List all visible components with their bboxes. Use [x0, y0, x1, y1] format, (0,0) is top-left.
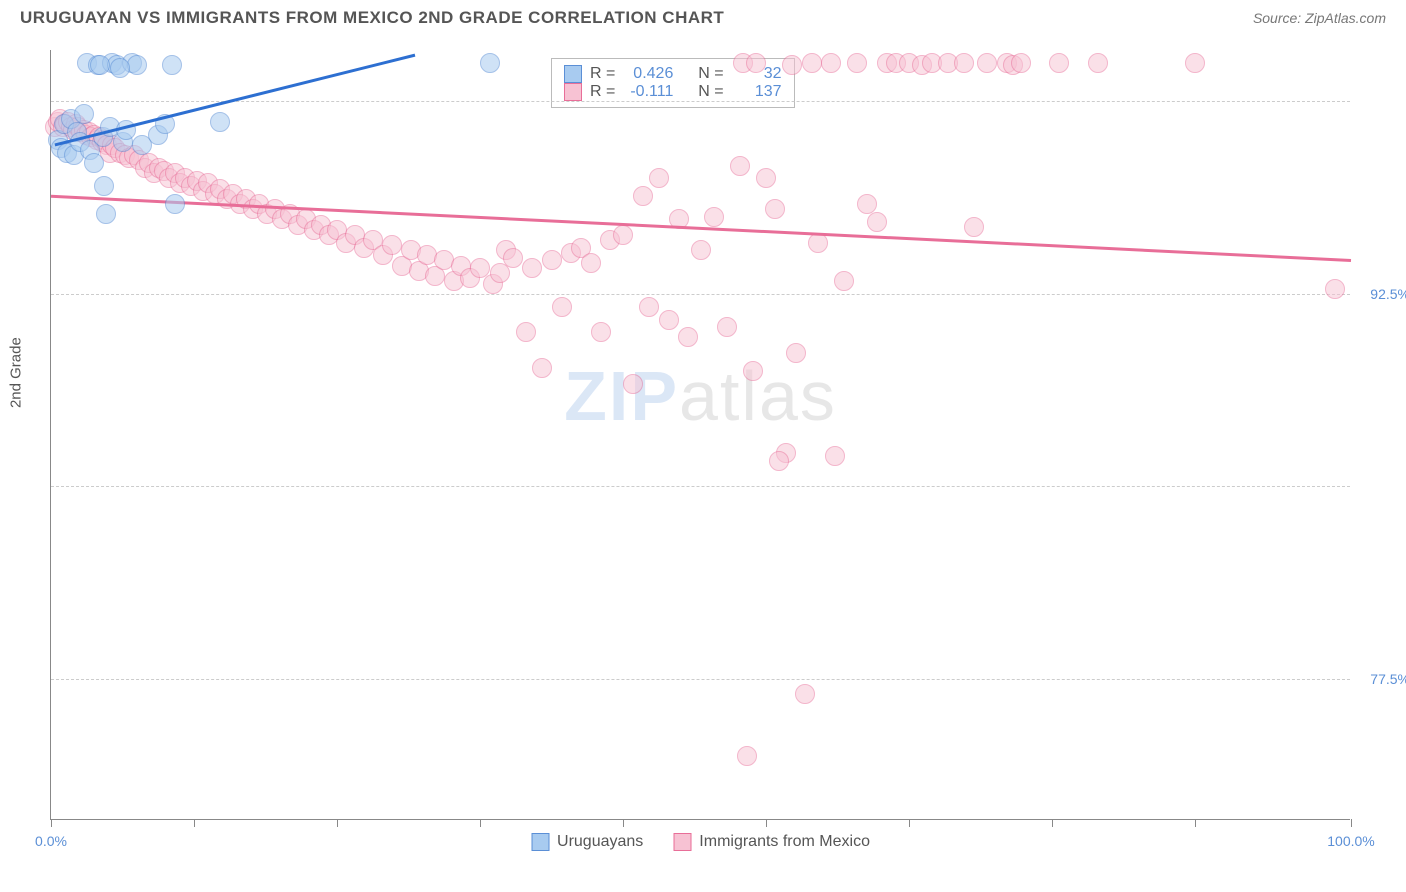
- x-tick: [1052, 819, 1053, 827]
- legend-swatch-mexico: [673, 833, 691, 851]
- y-tick-label: 77.5%: [1370, 671, 1406, 687]
- y-tick-label: 92.5%: [1370, 286, 1406, 302]
- x-tick: [51, 819, 52, 827]
- trend-line-uruguayans: [51, 50, 1351, 820]
- x-tick-label: 0.0%: [35, 833, 67, 849]
- legend-label-mexico: Immigrants from Mexico: [699, 833, 870, 851]
- x-tick: [194, 819, 195, 827]
- x-tick: [480, 819, 481, 827]
- chart-title: URUGUAYAN VS IMMIGRANTS FROM MEXICO 2ND …: [20, 8, 724, 28]
- chart-plot-area: 2nd Grade ZIPatlas R = 0.426 N = 32 R = …: [50, 50, 1350, 820]
- x-tick: [337, 819, 338, 827]
- x-tick: [623, 819, 624, 827]
- x-tick: [909, 819, 910, 827]
- legend-swatch-uruguayans: [531, 833, 549, 851]
- legend-label-uruguayans: Uruguayans: [557, 833, 643, 851]
- legend-item-mexico: Immigrants from Mexico: [673, 833, 870, 851]
- x-tick: [766, 819, 767, 827]
- legend-item-uruguayans: Uruguayans: [531, 833, 643, 851]
- x-tick-label: 100.0%: [1327, 833, 1374, 849]
- chart-legend: Uruguayans Immigrants from Mexico: [531, 833, 870, 851]
- x-tick: [1195, 819, 1196, 827]
- x-tick: [1351, 819, 1352, 827]
- source-attribution: Source: ZipAtlas.com: [1253, 10, 1386, 26]
- y-axis-label: 2nd Grade: [8, 337, 25, 408]
